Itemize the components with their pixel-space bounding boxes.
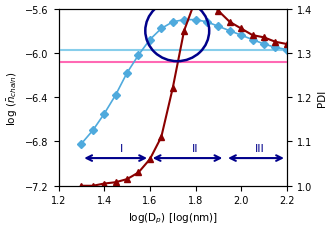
Text: III: III bbox=[254, 143, 264, 153]
Text: I: I bbox=[120, 143, 123, 153]
Text: II: II bbox=[192, 143, 199, 153]
X-axis label: log(D$_p$) [log(nm)]: log(D$_p$) [log(nm)] bbox=[128, 211, 218, 225]
Y-axis label: PDI: PDI bbox=[317, 89, 327, 106]
Y-axis label: log ($\bar{n}_{chain}$): log ($\bar{n}_{chain}$) bbox=[6, 70, 20, 125]
